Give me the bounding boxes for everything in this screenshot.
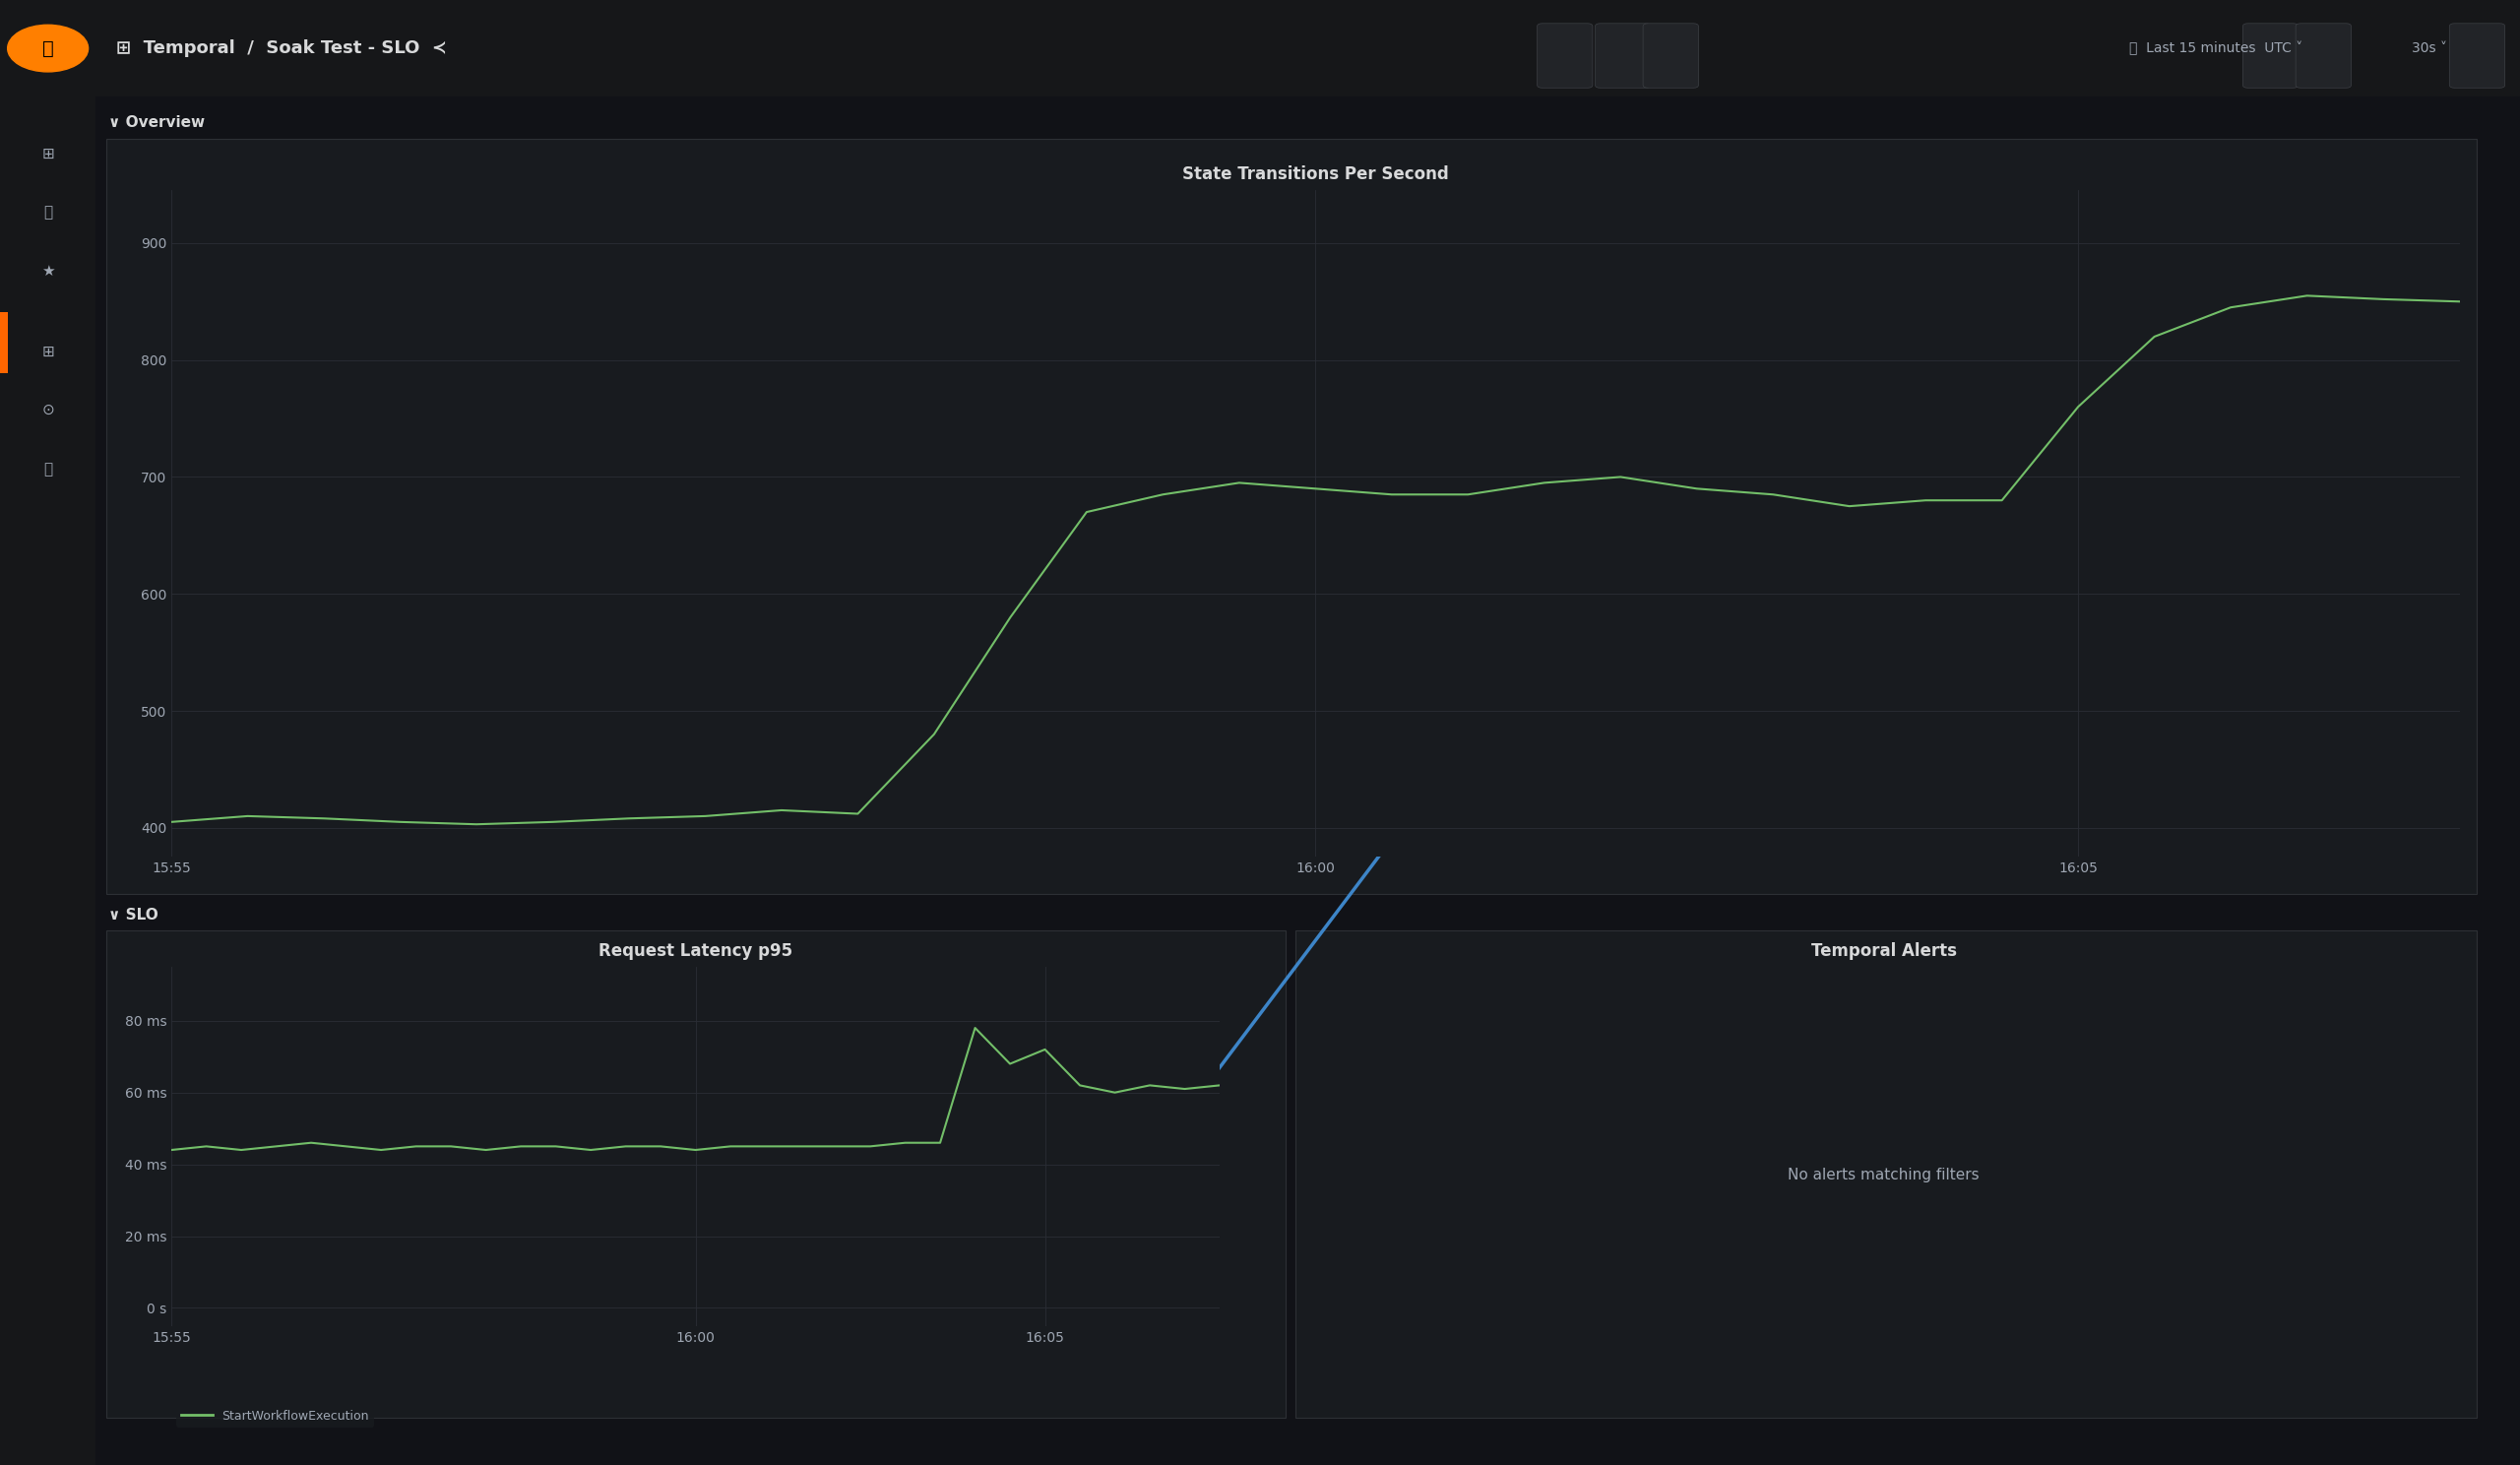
Title: Temporal Alerts: Temporal Alerts [1812, 942, 1956, 960]
Legend: StartWorkflowExecution: StartWorkflowExecution [176, 1405, 373, 1427]
Text: ∨ SLO: ∨ SLO [108, 908, 159, 923]
Text: Slight increase in request latency,
still well within our SLO of 150ms: Slight increase in request latency, stil… [1406, 702, 1696, 734]
Text: ⊞: ⊞ [43, 146, 53, 161]
Title: State Transitions Per Second: State Transitions Per Second [1182, 166, 1449, 183]
Text: ★: ★ [40, 264, 55, 278]
FancyBboxPatch shape [1537, 23, 1593, 88]
FancyBboxPatch shape [1643, 23, 1698, 88]
Text: 🔥: 🔥 [43, 40, 53, 57]
Text: 30s ˅: 30s ˅ [2412, 41, 2447, 56]
FancyBboxPatch shape [2296, 23, 2351, 88]
Text: ⏱  Last 15 minutes  UTC ˅: ⏱ Last 15 minutes UTC ˅ [2129, 41, 2303, 56]
Text: State transitions up to 850/s: State transitions up to 850/s [1457, 245, 1698, 259]
Text: ∨ Overview: ∨ Overview [108, 116, 204, 130]
FancyBboxPatch shape [106, 139, 2477, 894]
Title: Request Latency p95: Request Latency p95 [597, 942, 794, 960]
Text: ⊙: ⊙ [43, 403, 53, 418]
FancyBboxPatch shape [0, 97, 96, 1465]
Text: No alerts matching filters: No alerts matching filters [1787, 1168, 1981, 1182]
FancyBboxPatch shape [1295, 930, 2477, 1418]
Text: ⊞: ⊞ [43, 344, 53, 359]
FancyBboxPatch shape [1595, 23, 1651, 88]
FancyBboxPatch shape [106, 930, 1285, 1418]
Text: 🔍: 🔍 [43, 205, 53, 220]
FancyBboxPatch shape [0, 0, 2520, 97]
FancyBboxPatch shape [2449, 23, 2505, 88]
Circle shape [8, 25, 88, 72]
Text: ⊞  Temporal  /  Soak Test - SLO  ≺: ⊞ Temporal / Soak Test - SLO ≺ [116, 40, 446, 57]
FancyBboxPatch shape [2243, 23, 2298, 88]
Text: 🔔: 🔔 [43, 461, 53, 476]
FancyBboxPatch shape [0, 312, 8, 374]
